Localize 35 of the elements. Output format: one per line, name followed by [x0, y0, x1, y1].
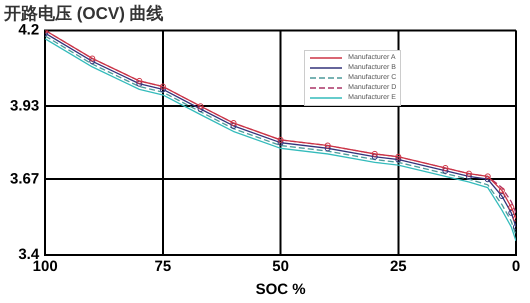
- point: [324, 142, 331, 149]
- point: [498, 187, 505, 194]
- point: [395, 154, 402, 160]
- x-axis-title: SOC %: [256, 281, 306, 298]
- point: [198, 106, 204, 112]
- y-tick-label: 4.2: [18, 22, 40, 39]
- point: [484, 176, 491, 182]
- point: [442, 164, 448, 171]
- point: [395, 156, 402, 163]
- point: [136, 78, 142, 84]
- x-tick-label: 25: [390, 258, 407, 276]
- x-tick-label: 75: [154, 258, 172, 276]
- y-tick-label: 3.93: [10, 97, 40, 114]
- point: [230, 122, 237, 129]
- y-tick-label: 3.67: [10, 170, 40, 188]
- point: [230, 120, 237, 126]
- point: [372, 154, 378, 160]
- point: [198, 103, 204, 110]
- point: [442, 168, 448, 174]
- point: [278, 136, 284, 143]
- point: [89, 58, 96, 64]
- point: [160, 86, 166, 92]
- chart-title: 开路电压 (OCV) 曲线: [3, 4, 164, 23]
- point: [508, 210, 514, 216]
- x-tick-label: 0: [512, 258, 520, 276]
- point: [89, 55, 96, 62]
- point: [136, 80, 142, 87]
- point: [160, 84, 166, 90]
- point: [278, 140, 284, 146]
- point: [484, 173, 491, 180]
- point: [466, 170, 472, 177]
- point: [372, 150, 378, 157]
- x-tick-label: 50: [272, 258, 289, 276]
- point: [498, 193, 505, 200]
- point: [508, 204, 514, 210]
